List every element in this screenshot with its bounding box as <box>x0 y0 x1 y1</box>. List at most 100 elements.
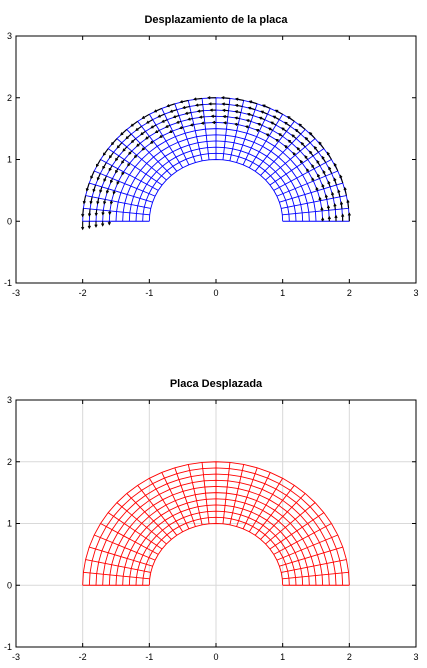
arrow-head <box>102 152 106 156</box>
arrow-head <box>331 191 335 196</box>
arrow-head <box>284 121 288 125</box>
arrow-head <box>311 177 315 181</box>
arrow-head <box>87 225 91 230</box>
displacement-arrow <box>102 162 107 169</box>
mesh-spoke <box>276 170 338 197</box>
arrow-head <box>309 150 313 154</box>
arrow-head <box>101 223 105 227</box>
arrow-head <box>133 154 138 159</box>
arrow-head <box>318 196 322 201</box>
mesh-spoke <box>269 148 325 186</box>
arrow-head <box>96 177 100 181</box>
arrow-head <box>258 116 263 120</box>
arrow-head <box>127 163 131 167</box>
arrow-head <box>140 132 144 136</box>
arrow-head <box>220 96 225 100</box>
arrow-head <box>101 212 105 216</box>
arrow-head <box>337 189 341 193</box>
mesh-spoke <box>137 121 178 172</box>
displacement-arrow <box>339 175 344 184</box>
displacement-arrow <box>314 146 319 153</box>
arrow-head <box>166 104 170 108</box>
arrow-head <box>234 122 238 126</box>
arrow-head <box>164 124 169 128</box>
arrow-head <box>343 186 347 191</box>
arrow-head <box>244 125 249 129</box>
arrow-head <box>234 97 239 101</box>
arrow-head <box>311 164 315 168</box>
arrow-head <box>103 201 107 205</box>
arrow-head <box>341 213 345 217</box>
displacement-arrow <box>261 110 268 115</box>
arrow-head <box>309 131 313 136</box>
arrow-head <box>157 114 161 118</box>
displacement-arrow <box>333 178 337 186</box>
arrow-head <box>130 123 134 127</box>
mesh-spoke <box>260 493 306 540</box>
x-tick-label: 2 <box>347 288 352 298</box>
arrow-head <box>85 188 89 192</box>
mesh-spoke <box>201 98 210 160</box>
arrow-head <box>294 128 299 133</box>
x-tick-label: 1 <box>280 288 285 298</box>
arrow-head <box>234 103 239 108</box>
arrow-head <box>327 215 331 220</box>
mesh-arc <box>142 152 290 222</box>
arrow-head <box>278 133 282 137</box>
displacement-arrow <box>170 109 178 113</box>
arrow-head <box>327 180 331 185</box>
displacement-arrow <box>221 97 230 99</box>
arrow-head <box>324 194 328 198</box>
arrow-head <box>130 139 135 144</box>
displacement-arrow <box>111 138 118 145</box>
arrow-head <box>116 145 120 149</box>
arrow-head <box>194 103 199 107</box>
arrow-head <box>121 172 125 176</box>
arrow-head <box>209 108 213 112</box>
displacement-arrow <box>321 156 327 163</box>
arrow-head <box>275 138 279 142</box>
y-tick-label: 1 <box>7 155 12 165</box>
arrow-head <box>315 186 319 191</box>
mesh-spoke <box>94 534 156 561</box>
mesh-spoke <box>254 121 295 172</box>
arrow-head <box>175 120 180 124</box>
arrow-head <box>287 139 292 143</box>
mesh <box>82 97 350 222</box>
mesh-spoke <box>276 534 338 561</box>
arrow-head <box>153 109 157 113</box>
arrow-head <box>247 106 252 110</box>
arrow-head <box>333 203 337 207</box>
mesh-spoke <box>236 103 258 163</box>
displacement-arrow <box>97 173 101 180</box>
mesh-spoke <box>282 207 349 216</box>
axis-ticks: -3 -2 -1 0 1 2 3 -1 0 1 2 3 <box>4 31 419 298</box>
arrow-head <box>333 162 337 167</box>
displacement-arrow <box>180 99 189 103</box>
y-tick-label: 3 <box>7 395 12 405</box>
arrow-head <box>145 120 150 124</box>
displacement-arrow <box>82 208 84 217</box>
arrow-head <box>222 114 226 119</box>
displacement-arrow <box>295 129 302 135</box>
displacement-arrow <box>284 121 291 127</box>
arrow-head <box>112 191 116 195</box>
displacement-arrow <box>347 200 350 209</box>
mesh-spoke <box>282 571 349 580</box>
x-tick-label: -1 <box>145 288 153 298</box>
arrow-head <box>326 204 331 209</box>
chart-title: Desplazamiento de la placa <box>144 14 288 26</box>
mesh-spoke <box>222 98 231 160</box>
arrow-head <box>150 125 154 129</box>
mesh-spoke <box>89 182 153 203</box>
arrow-head <box>189 123 194 127</box>
arrow-head <box>245 119 250 123</box>
arrow-head <box>108 211 112 216</box>
arrow-head <box>109 180 113 184</box>
arrow-head <box>107 222 111 226</box>
chart-placa-desplazada: Placa Desplazada -3 -2 -1 0 1 2 3 -1 0 1 2 3 <box>4 378 419 662</box>
mesh-spoke <box>222 462 231 524</box>
mesh-spoke <box>242 108 271 166</box>
displacement-arrow <box>92 184 97 192</box>
arrow-head <box>322 169 326 174</box>
